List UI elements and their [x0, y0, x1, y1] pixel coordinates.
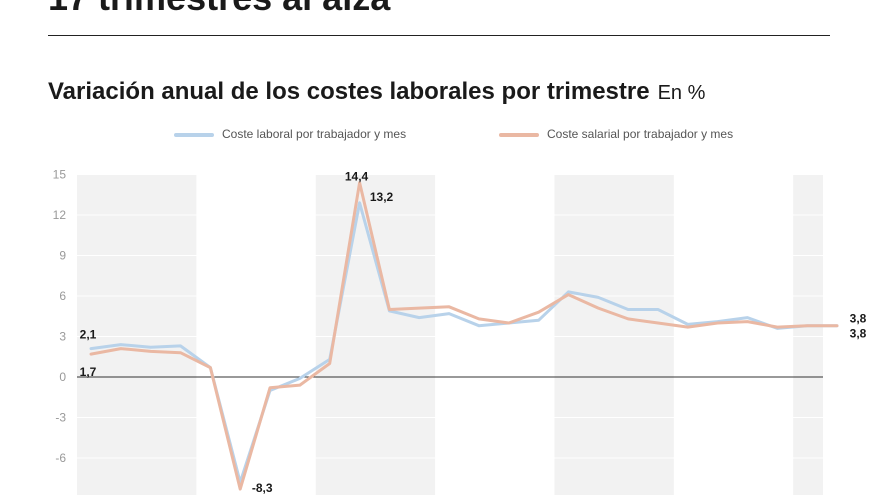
data-label: -8,3 — [252, 481, 273, 495]
year-band — [554, 175, 674, 495]
data-label: 2,1 — [80, 328, 97, 342]
data-label: 3,8 — [850, 312, 867, 326]
series-line-coste-laboral — [89, 201, 839, 484]
legend-item-coste-salarial: Coste salarial por trabajador y mes — [499, 127, 733, 141]
y-tick-label: 15 — [53, 168, 67, 182]
headline-divider — [48, 35, 830, 36]
chart-unit: En % — [657, 82, 706, 104]
headline: 17 trimestres al alza — [48, 0, 390, 18]
year-band — [77, 175, 197, 495]
legend-swatch-coste-salarial — [499, 132, 539, 137]
data-label: 13,2 — [370, 190, 394, 204]
y-tick-label: -3 — [55, 411, 66, 425]
data-label: 14,4 — [345, 170, 369, 184]
chart-title: Variación anual de los costes laborales … — [48, 78, 705, 106]
data-label: 1,7 — [80, 365, 97, 379]
y-tick-label: 3 — [59, 330, 66, 344]
legend-item-coste-laboral: Coste laboral por trabajador y mes — [174, 127, 406, 141]
y-tick-label: -6 — [55, 451, 66, 465]
legend-label-coste-salarial: Coste salarial por trabajador y mes — [547, 127, 734, 141]
legend-label-coste-laboral: Coste laboral por trabajador y mes — [222, 127, 407, 141]
series-line-coste-salarial — [89, 181, 839, 491]
year-band — [793, 175, 823, 495]
y-tick-label: 6 — [59, 289, 66, 303]
chart-title-text: Variación anual de los costes laborales … — [48, 78, 650, 105]
data-label: 3,8 — [850, 327, 867, 341]
y-tick-label: 12 — [53, 208, 67, 222]
y-tick-label: 0 — [59, 370, 66, 384]
legend-swatch-coste-laboral — [174, 132, 214, 137]
y-tick-label: 9 — [59, 249, 66, 263]
